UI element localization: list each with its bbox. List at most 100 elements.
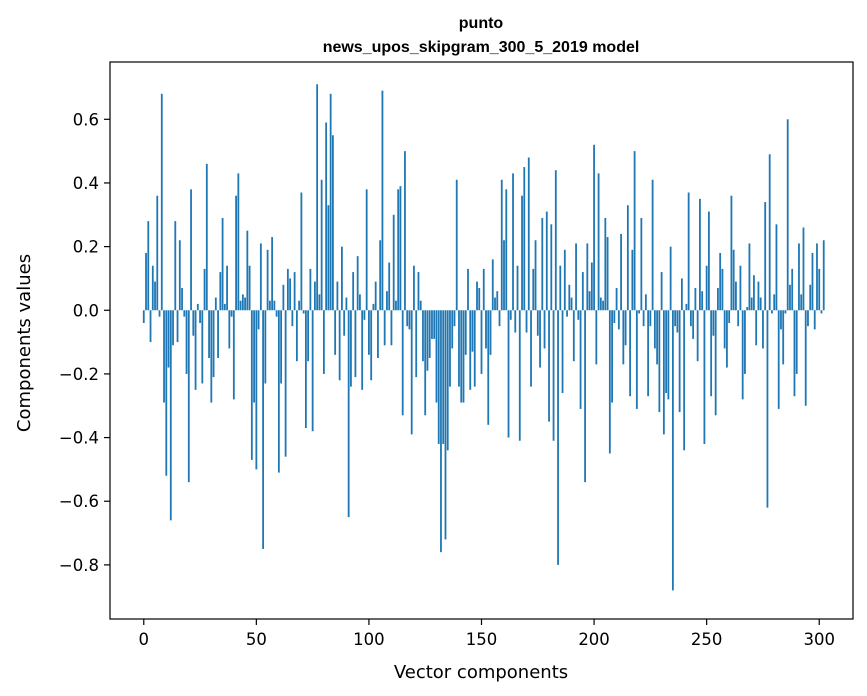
bar-29 xyxy=(208,310,210,358)
y-tick-label-1: −0.6 xyxy=(59,492,99,511)
bar-247 xyxy=(699,198,701,311)
bar-146 xyxy=(471,310,474,352)
bar-64 xyxy=(286,268,289,311)
bar-121 xyxy=(415,310,418,378)
bar-140 xyxy=(458,310,460,387)
bar-51 xyxy=(257,310,260,330)
bar-120 xyxy=(413,265,415,311)
bar-102 xyxy=(372,303,375,311)
x-axis-ticks: 0 50 100 150 200 250 300 xyxy=(139,619,835,649)
bar-49 xyxy=(253,310,255,403)
bar-176 xyxy=(539,310,541,368)
bar-101 xyxy=(370,310,373,381)
bar-154 xyxy=(489,310,492,355)
bar-237 xyxy=(676,310,679,333)
bar-137 xyxy=(451,310,454,349)
bar-210 xyxy=(615,287,618,311)
bar-188 xyxy=(566,310,568,317)
x-tick-label-50: 50 xyxy=(246,630,267,649)
bar-106 xyxy=(381,90,384,311)
bar-257 xyxy=(721,268,724,311)
bar-114 xyxy=(399,186,402,311)
bar-112 xyxy=(395,300,397,311)
bar-129 xyxy=(433,310,436,339)
bar-180 xyxy=(548,310,550,422)
bar-26 xyxy=(201,310,204,384)
bar-205 xyxy=(604,217,607,311)
bar-123 xyxy=(419,300,422,311)
bar-143 xyxy=(464,310,467,355)
bar-119 xyxy=(410,310,413,435)
bar-218 xyxy=(633,151,636,311)
bar-209 xyxy=(613,310,616,323)
bar-225 xyxy=(649,310,652,327)
bar-36 xyxy=(223,303,226,311)
bar-293 xyxy=(802,227,805,311)
bar-6 xyxy=(156,195,159,311)
bar-177 xyxy=(541,217,544,311)
bar-224 xyxy=(647,310,650,397)
bar-147 xyxy=(473,310,476,387)
bar-283 xyxy=(780,310,782,330)
bar-173 xyxy=(532,268,535,311)
bar-285 xyxy=(784,310,787,314)
bar-239 xyxy=(680,278,683,311)
bar-98 xyxy=(363,310,366,320)
bar-152 xyxy=(485,310,487,349)
bar-267 xyxy=(744,310,746,374)
bar-111 xyxy=(392,214,395,311)
bar-62 xyxy=(282,284,285,311)
bar-0 xyxy=(142,310,145,323)
bar-228 xyxy=(656,310,659,365)
bar-185 xyxy=(559,265,562,311)
bar-259 xyxy=(726,310,728,368)
bar-201 xyxy=(595,310,598,365)
bar-157 xyxy=(496,291,499,311)
bar-22 xyxy=(192,310,195,336)
bar-93 xyxy=(352,272,355,311)
bar-191 xyxy=(572,310,575,362)
bar-235 xyxy=(671,310,674,591)
bar-39 xyxy=(230,310,233,317)
bar-100 xyxy=(368,310,370,355)
bar-271 xyxy=(753,275,755,311)
bar-69 xyxy=(298,300,301,311)
bar-27 xyxy=(203,268,206,311)
bar-30 xyxy=(210,310,213,403)
bar-73 xyxy=(307,310,310,362)
bar-189 xyxy=(568,284,571,311)
bar-193 xyxy=(577,310,580,320)
bar-223 xyxy=(644,294,647,311)
bar-115 xyxy=(401,310,404,416)
bar-208 xyxy=(611,310,613,403)
bar-144 xyxy=(467,268,469,311)
bar-70 xyxy=(300,192,303,311)
bar-192 xyxy=(575,243,577,311)
bar-268 xyxy=(746,307,749,311)
bar-174 xyxy=(534,240,537,311)
bar-63 xyxy=(284,310,287,457)
bar-79 xyxy=(320,179,323,311)
bar-136 xyxy=(449,310,451,387)
bar-187 xyxy=(563,249,566,311)
bar-288 xyxy=(791,268,794,311)
bar-125 xyxy=(424,310,427,416)
bar-292 xyxy=(800,294,803,311)
chart-title-line-1: punto xyxy=(459,15,504,32)
x-tick-label-250: 250 xyxy=(691,630,723,649)
bar-97 xyxy=(361,310,364,390)
bar-10 xyxy=(165,310,168,476)
bar-254 xyxy=(714,310,717,416)
bar-67 xyxy=(293,272,296,311)
bar-229 xyxy=(658,310,661,413)
bar-269 xyxy=(748,243,751,311)
bar-234 xyxy=(669,246,672,311)
bar-296 xyxy=(809,284,812,311)
bar-198 xyxy=(588,291,591,311)
bar-52 xyxy=(259,243,262,311)
bar-24 xyxy=(196,303,199,311)
bar-159 xyxy=(500,179,503,311)
bar-151 xyxy=(482,268,485,311)
x-tick-label-300: 300 xyxy=(803,630,835,649)
y-tick-label-6: 0.4 xyxy=(73,174,99,193)
